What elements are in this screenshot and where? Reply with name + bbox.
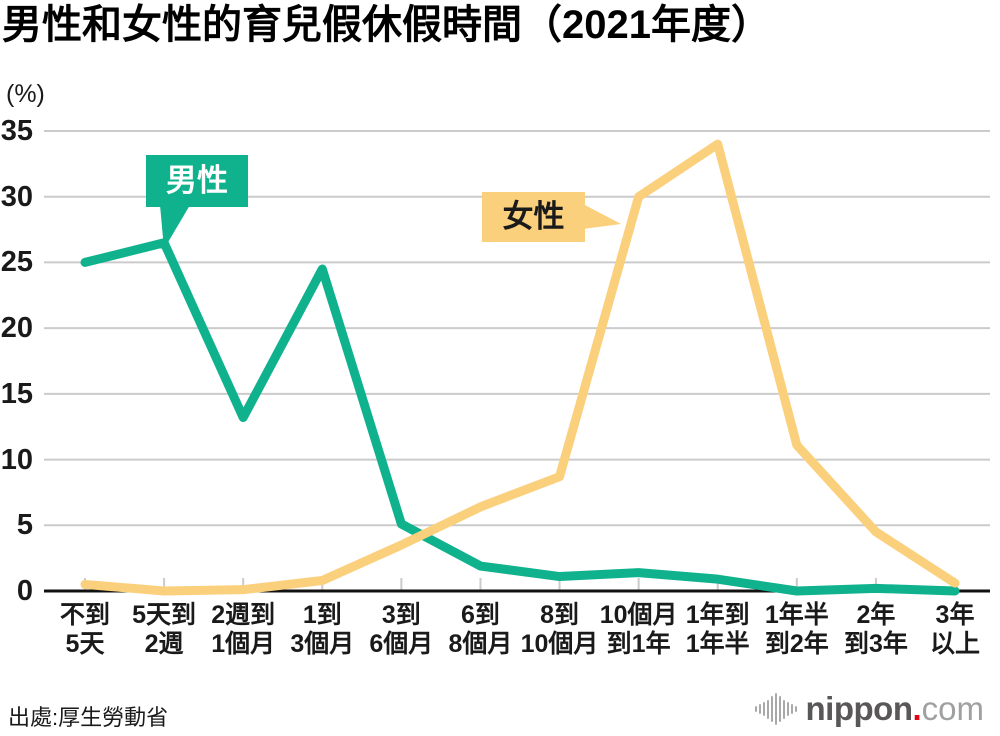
y-tick-label: 0 (16, 575, 33, 607)
logo-tld: com (921, 690, 984, 727)
x-tick-label: 8到 10個月 (520, 601, 599, 658)
series-label-women-text: 女性 (502, 199, 565, 234)
y-tick-label: 25 (0, 246, 33, 279)
soundwave-icon (754, 692, 797, 726)
series-line-women (80, 139, 960, 596)
x-tick-label: 3年 以上 (929, 601, 980, 658)
logo-dot: . (912, 690, 922, 727)
x-tick-label: 1年到 1年半 (685, 601, 750, 658)
nippon-logo: nippon . com (754, 690, 984, 728)
y-tick-label: 30 (0, 180, 33, 213)
source-note: 出處:厚生勞動省 (8, 705, 169, 730)
x-tick-label: 10個月 到1年 (599, 601, 678, 658)
y-tick-label: 35 (0, 115, 33, 147)
y-tick-label: 10 (0, 443, 33, 476)
x-tick-label: 不到 5天 (59, 601, 110, 658)
callout-tail-women-icon (583, 204, 621, 229)
series-label-women: 女性 (482, 192, 621, 242)
x-tick-label: 6到 8個月 (448, 601, 513, 658)
x-tick-label: 1到 3個月 (290, 601, 355, 658)
x-tick-label: 2週到 1個月 (211, 601, 276, 658)
series-line-men (80, 238, 960, 596)
logo-word: nippon (805, 690, 913, 727)
x-tick-label: 3到 6個月 (369, 601, 434, 658)
nippon-logo-text: nippon . com (806, 690, 984, 728)
x-tick-label: 2年 到3年 (843, 601, 908, 658)
y-tick-label: 20 (0, 312, 33, 345)
x-tick-label: 1年半 到2年 (764, 601, 829, 658)
chart-title: 男性和女性的育兒假休假時間（2021年度） (2, 3, 771, 47)
x-tick-label: 5天到 2週 (132, 601, 197, 658)
y-tick-label: 5 (16, 509, 33, 542)
y-tick-label: 15 (0, 377, 33, 410)
series-label-men: 男性 (146, 155, 248, 249)
series-label-men-text: 男性 (166, 163, 228, 198)
y-axis-unit-label: (%) (6, 80, 45, 108)
callout-tail-men-icon (160, 205, 190, 249)
